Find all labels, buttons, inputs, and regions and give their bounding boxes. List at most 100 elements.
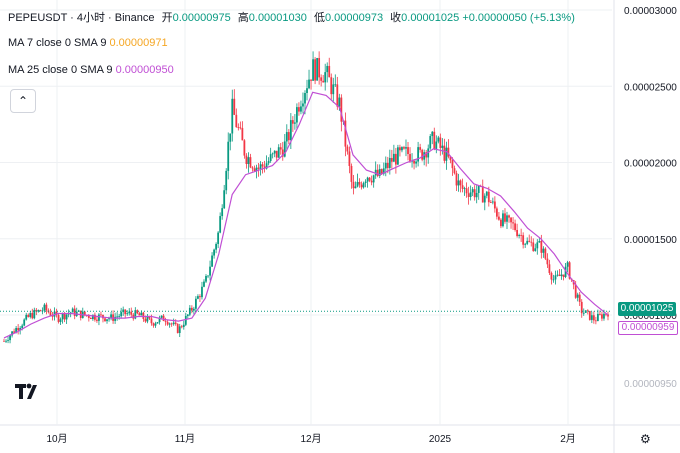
collapse-legend-button[interactable]: ⌃ (10, 89, 36, 113)
close-value: 0.00001025 (401, 12, 460, 24)
candle-body (489, 202, 492, 203)
candle-body (316, 58, 319, 81)
candle-body (182, 324, 185, 327)
candle-body (39, 310, 42, 312)
ma25-legend[interactable]: MA 25 close 0 SMA 9 0.00000950 (8, 64, 174, 76)
candle-body (229, 133, 232, 142)
candle-body (556, 274, 559, 276)
candle-body (576, 294, 579, 298)
candle-body (455, 173, 458, 186)
candle-body (413, 160, 415, 164)
candle-body (162, 315, 165, 322)
candle-body (160, 315, 163, 318)
symbol-label[interactable]: PEPEUSDT · 4小时 · Binance (8, 12, 155, 24)
ma7-legend[interactable]: MA 7 close 0 SMA 9 0.00000971 (8, 37, 168, 49)
candle-body (128, 311, 131, 314)
candle-body (350, 165, 353, 182)
candle-body (487, 191, 490, 203)
candle-body (588, 310, 591, 320)
candle-body (419, 147, 422, 150)
candle-body (328, 65, 331, 78)
candle-body (376, 169, 379, 176)
candle-body (186, 314, 189, 317)
candle-body (146, 316, 149, 322)
candle-body (267, 161, 270, 164)
candle-body (285, 132, 288, 142)
candle-body (302, 103, 304, 107)
candle-body (378, 169, 381, 176)
candle-body (465, 188, 468, 194)
candle-body (71, 308, 74, 313)
candle-body (300, 106, 302, 112)
candle-body (33, 309, 36, 319)
candle-body (372, 175, 375, 183)
candle-body (89, 317, 92, 320)
candle-body (221, 208, 224, 217)
candle-body (518, 234, 521, 237)
candle-body (108, 318, 110, 320)
candle-body (566, 262, 569, 267)
candle-body (425, 152, 428, 158)
candle-body (233, 98, 236, 115)
candle-body (457, 180, 460, 186)
candle-body (205, 276, 207, 282)
candle-body (203, 281, 205, 287)
candle-body (352, 181, 355, 189)
candle-body (265, 163, 268, 169)
candle-body (306, 88, 308, 93)
candle-body (27, 314, 30, 317)
candle-body (237, 127, 240, 128)
x-tick-label: 12月 (300, 433, 321, 445)
candle-body (441, 145, 444, 148)
ma25-value: 0.00000950 (115, 64, 174, 76)
candle-body (138, 313, 141, 316)
candle-body (257, 167, 260, 169)
candle-body (380, 169, 383, 174)
candle-body (223, 190, 226, 209)
candle-body (144, 318, 147, 322)
settings-icon[interactable]: ⚙ (640, 432, 651, 446)
ma7-label: MA 7 close 0 SMA 9 (8, 37, 107, 49)
x-tick-label: 2月 (560, 433, 576, 445)
candle-body (23, 319, 26, 326)
candle-body (546, 258, 549, 265)
candle-body (201, 286, 203, 298)
candle-body (255, 167, 258, 172)
candle-body (574, 284, 577, 298)
candle-body (281, 149, 284, 157)
candle-body (562, 274, 565, 277)
candle-body (37, 310, 40, 312)
candle-body (453, 168, 456, 174)
candle-body (9, 335, 11, 341)
candle-body (156, 322, 159, 324)
candle-body (354, 186, 357, 189)
candle-body (231, 98, 234, 134)
candle-body (538, 240, 541, 243)
candle-body (605, 313, 607, 315)
candle-body (586, 310, 589, 312)
tradingview-logo-icon[interactable] (14, 380, 42, 402)
candle-body (322, 80, 325, 83)
candle-body (239, 127, 242, 129)
candle-body (528, 240, 531, 242)
candle-body (338, 97, 341, 107)
candle-body (104, 318, 106, 322)
candle-body (150, 318, 153, 324)
candle-body (172, 322, 175, 325)
candle-body (437, 137, 440, 142)
candle-body (564, 266, 567, 277)
candle-body (568, 262, 571, 279)
candle-body (445, 147, 448, 161)
candle-body (532, 242, 535, 251)
candle-body (477, 186, 480, 193)
candle-body (495, 208, 498, 217)
ghost-price-label: 0.00000950 (624, 379, 677, 390)
candle-body (415, 161, 417, 164)
candle-body (461, 185, 464, 189)
candle-body (184, 316, 187, 325)
candle-body (251, 167, 254, 169)
open-label: 开 (161, 12, 173, 24)
candle-body (580, 301, 583, 314)
